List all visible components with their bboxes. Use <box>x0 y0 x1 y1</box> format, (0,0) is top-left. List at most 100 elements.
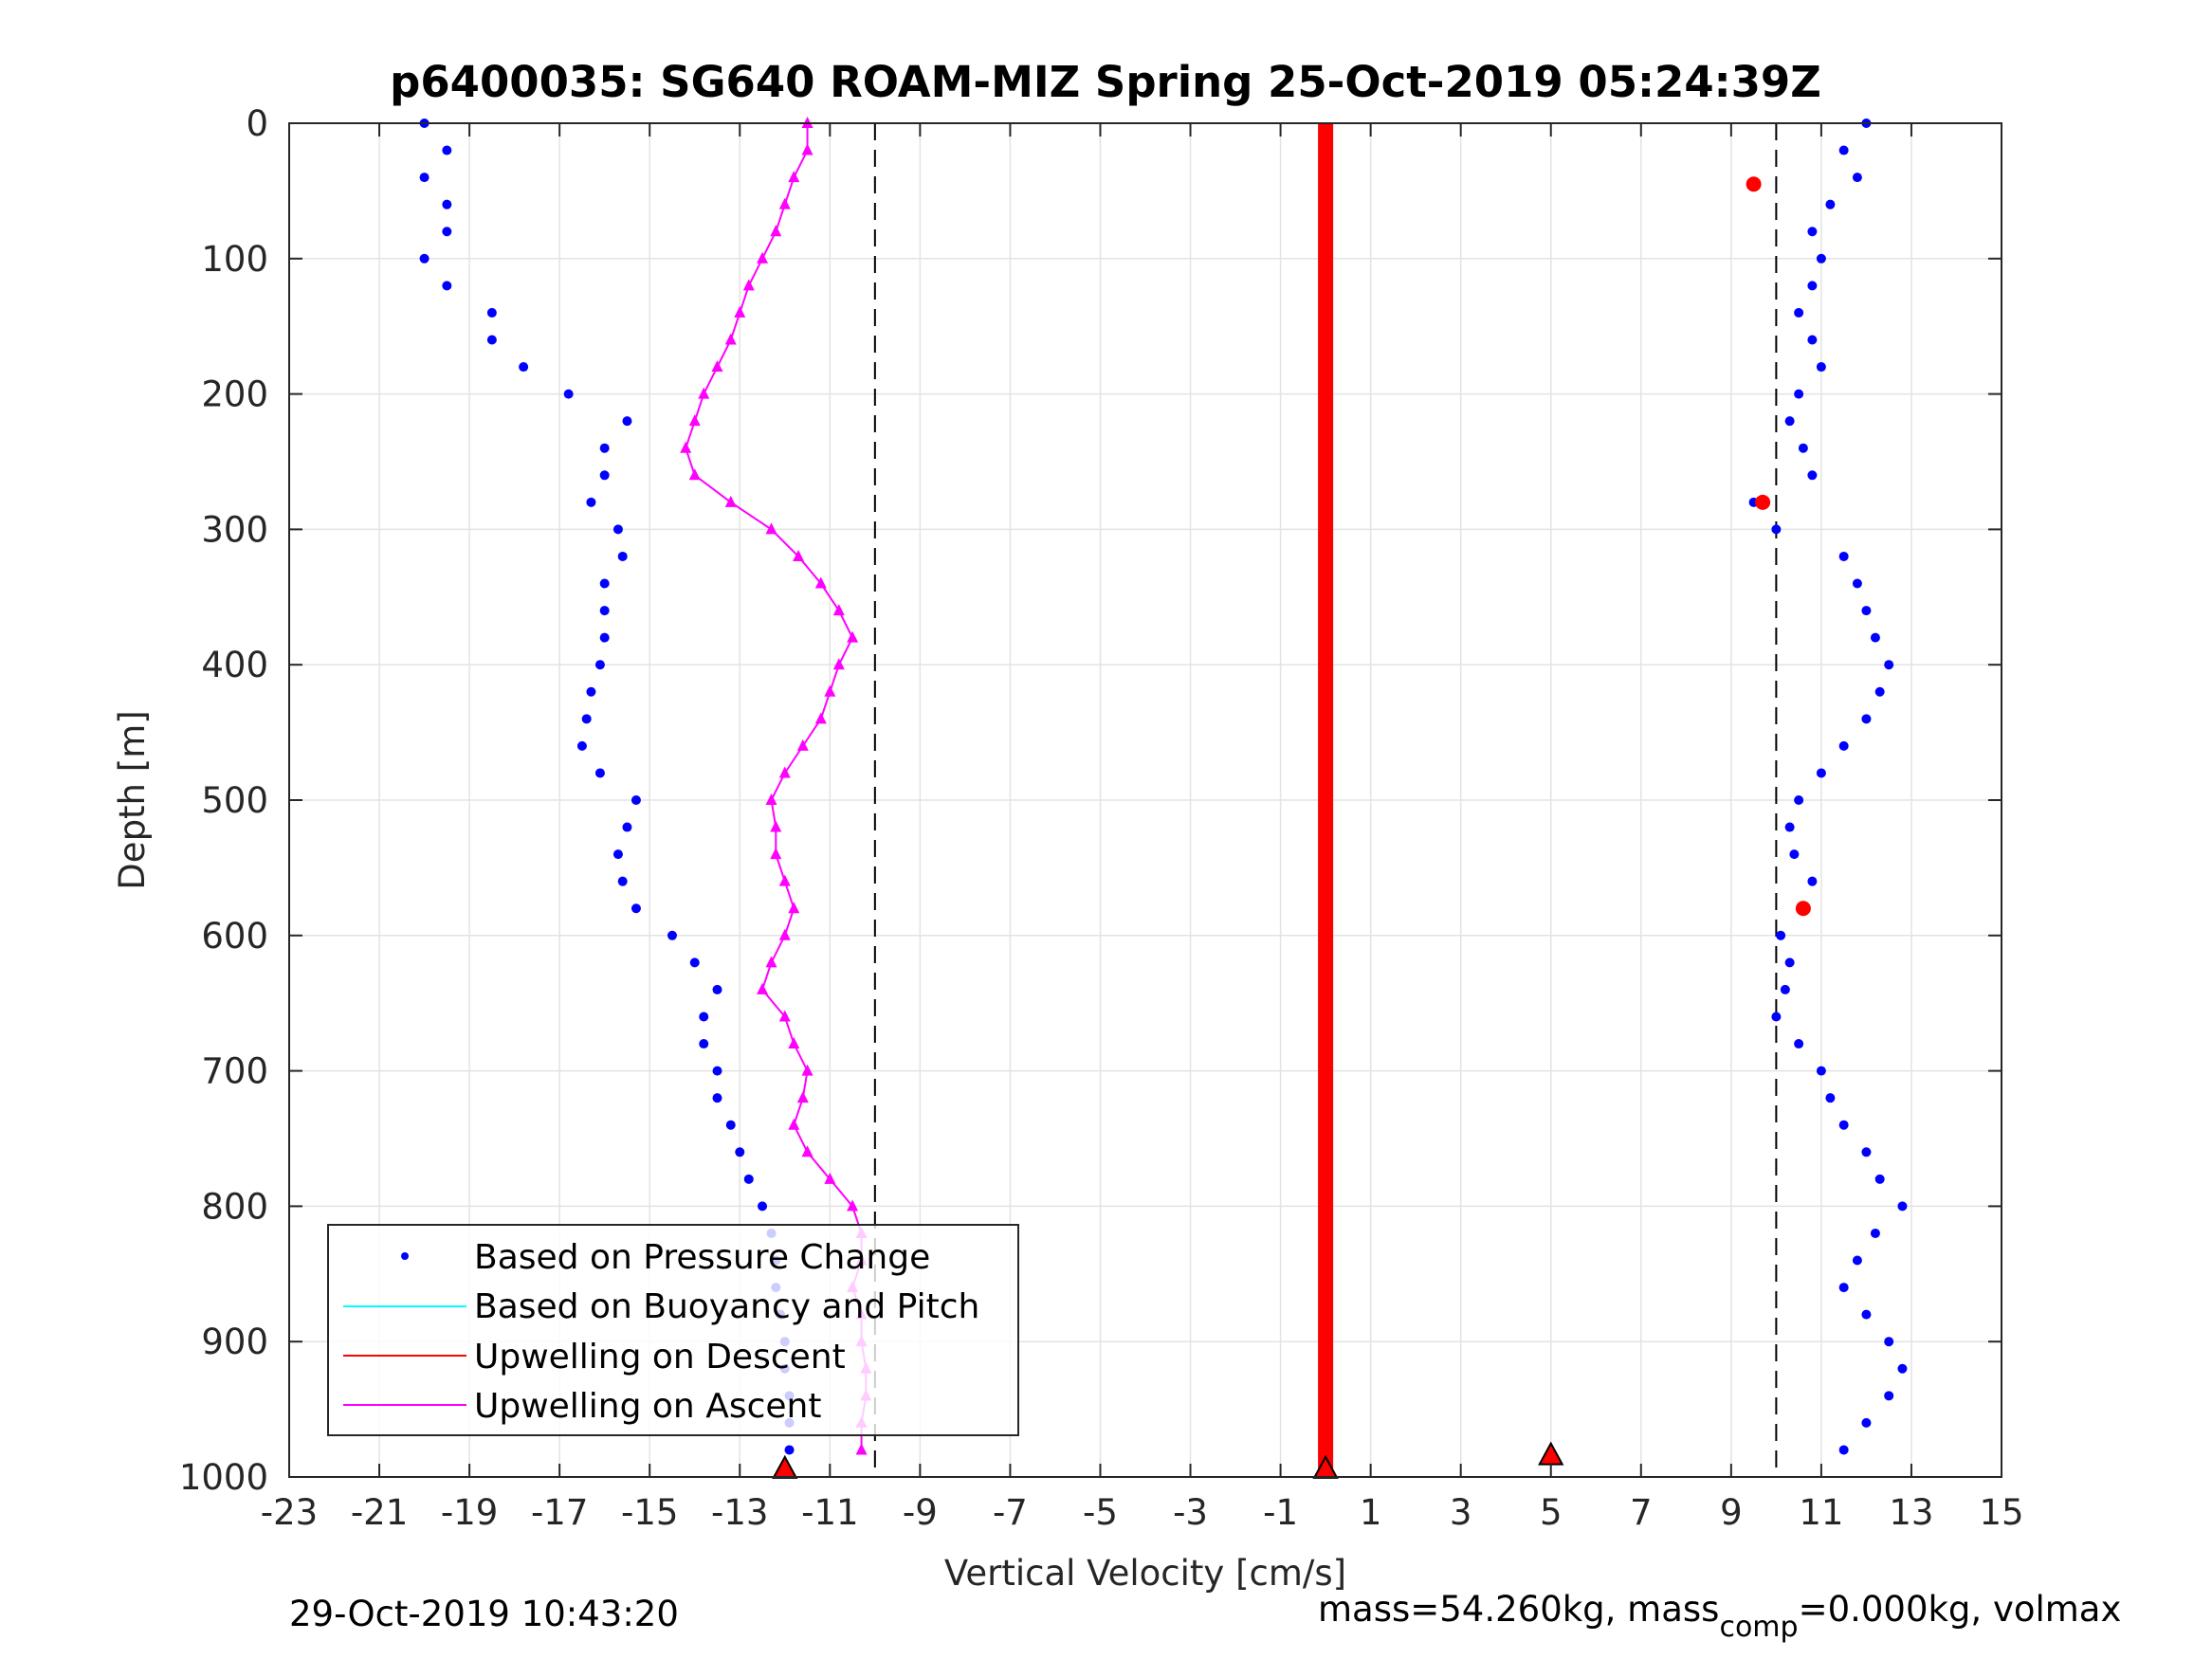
pressure-descent-point <box>612 524 623 535</box>
pressure-ascent-point <box>1838 740 1849 751</box>
pressure-descent-point <box>586 686 596 697</box>
x-tick-label: 3 <box>1450 1492 1472 1533</box>
y-tick-label: 500 <box>201 780 268 821</box>
ascent-upwelling-point <box>788 171 800 183</box>
legend-box <box>327 1224 1019 1436</box>
ascent-upwelling-point <box>688 468 701 481</box>
pressure-descent-point <box>576 740 587 751</box>
ascent-upwelling-point <box>824 684 836 697</box>
legend-label-buoyancy: Based on Buoyancy and Pitch <box>474 1287 979 1326</box>
pressure-ascent-point <box>1794 389 1804 399</box>
ascent-upwelling-point <box>688 414 701 427</box>
pressure-ascent-point <box>1861 1417 1872 1428</box>
legend-label-pressure: Based on Pressure Change <box>474 1238 930 1277</box>
pressure-ascent-point <box>1838 1120 1849 1130</box>
ascent-upwelling-point <box>832 658 845 670</box>
x-tick-label: 11 <box>1799 1492 1843 1533</box>
pressure-descent-point <box>599 578 610 589</box>
pressure-descent-point <box>419 253 430 264</box>
ascent-upwelling-point <box>855 1443 868 1455</box>
pressure-ascent-point <box>1816 253 1826 264</box>
pressure-descent-point <box>784 1445 795 1455</box>
red-marker-dot <box>1746 176 1762 192</box>
y-tick-label: 1000 <box>179 1457 268 1498</box>
pressure-ascent-point <box>1825 199 1836 210</box>
y-tick-label: 600 <box>201 916 268 957</box>
ascent-upwelling-point <box>778 874 791 886</box>
x-axis-label: Vertical Velocity [cm/s] <box>944 1553 1346 1594</box>
ascent-upwelling-point <box>698 387 710 399</box>
ascent-upwelling-point <box>847 1199 859 1212</box>
pressure-descent-point <box>617 551 628 561</box>
pressure-ascent-point <box>1780 984 1790 994</box>
ascent-upwelling-point <box>724 333 737 345</box>
pressure-ascent-point <box>1870 632 1880 643</box>
pressure-ascent-point <box>1852 173 1862 183</box>
pressure-ascent-point <box>1852 1255 1862 1266</box>
pressure-descent-point <box>725 1120 736 1130</box>
ascent-upwelling-point <box>796 1091 809 1103</box>
y-ticks: 0 100 200 300 400 500 600 700 800 900 1000 <box>179 103 2002 1498</box>
ascent-upwelling-point <box>788 1118 800 1130</box>
ascent-upwelling-point <box>778 928 791 940</box>
ascent-upwelling-point <box>711 360 723 373</box>
x-tick-label: -13 <box>711 1492 768 1533</box>
pressure-descent-point <box>735 1147 745 1158</box>
y-tick-label: 200 <box>201 374 268 415</box>
pressure-descent-point <box>631 795 641 805</box>
ascent-upwelling-point <box>770 848 782 860</box>
chart-marks <box>419 117 1908 1479</box>
pressure-descent-point <box>689 957 700 968</box>
ascent-upwelling-point <box>765 956 777 968</box>
pressure-ascent-point <box>1874 686 1885 697</box>
pressure-descent-point <box>442 145 452 155</box>
ascent-upwelling-point <box>757 982 769 994</box>
ascent-upwelling-point <box>814 576 827 589</box>
x-tick-label: 1 <box>1360 1492 1382 1533</box>
pressure-descent-point <box>442 281 452 291</box>
pressure-ascent-point <box>1861 714 1872 724</box>
pressure-descent-point <box>486 335 497 345</box>
pressure-descent-point <box>599 606 610 616</box>
x-tick-label: 7 <box>1630 1492 1653 1533</box>
pressure-descent-point <box>617 876 628 886</box>
ascent-upwelling-point <box>778 766 791 778</box>
pressure-ascent-point <box>1816 1066 1826 1076</box>
legend: Based on Pressure Change Based on Buoyan… <box>327 1224 1019 1436</box>
pressure-descent-point <box>419 173 430 183</box>
y-tick-label: 800 <box>201 1186 268 1227</box>
y-tick-label: 400 <box>201 645 268 685</box>
pressure-ascent-point <box>1897 1201 1908 1212</box>
x-tick-label: -9 <box>903 1492 938 1533</box>
legend-label-descent: Upwelling on Descent <box>474 1338 846 1376</box>
pressure-ascent-point <box>1807 281 1818 291</box>
pressure-ascent-point <box>1861 1147 1872 1158</box>
ascent-upwelling-point <box>801 1064 814 1076</box>
pressure-descent-point <box>442 227 452 237</box>
y-tick-label: 900 <box>201 1322 268 1362</box>
pressure-descent-point <box>622 416 632 427</box>
pressure-descent-point <box>486 307 497 318</box>
x-tick-label: -7 <box>993 1492 1028 1533</box>
pressure-descent-point <box>712 1066 722 1076</box>
ascent-upwelling-point <box>824 1172 836 1184</box>
pressure-ascent-point <box>1861 606 1872 616</box>
ascent-upwelling-point <box>765 522 777 535</box>
pressure-ascent-point <box>1838 145 1849 155</box>
footer-mass-suffix: =0.000kg, volmax <box>1799 1589 2122 1630</box>
pressure-descent-point <box>612 849 623 860</box>
pressure-ascent-point <box>1897 1363 1908 1374</box>
ascent-upwelling-point <box>770 225 782 237</box>
x-tick-label: -17 <box>531 1492 588 1533</box>
ascent-upwelling-point <box>788 902 800 914</box>
footer-mass-sub: comp <box>1719 1611 1798 1644</box>
ascent-upwelling-point <box>788 1037 800 1049</box>
pressure-descent-point <box>622 822 632 832</box>
pressure-ascent-point <box>1884 1337 1894 1347</box>
pressure-descent-point <box>712 1093 722 1103</box>
pressure-ascent-point <box>1771 1012 1782 1022</box>
ascent-upwelling-point <box>778 197 791 210</box>
pressure-descent-point <box>599 443 610 453</box>
x-tick-label: -3 <box>1173 1492 1208 1533</box>
